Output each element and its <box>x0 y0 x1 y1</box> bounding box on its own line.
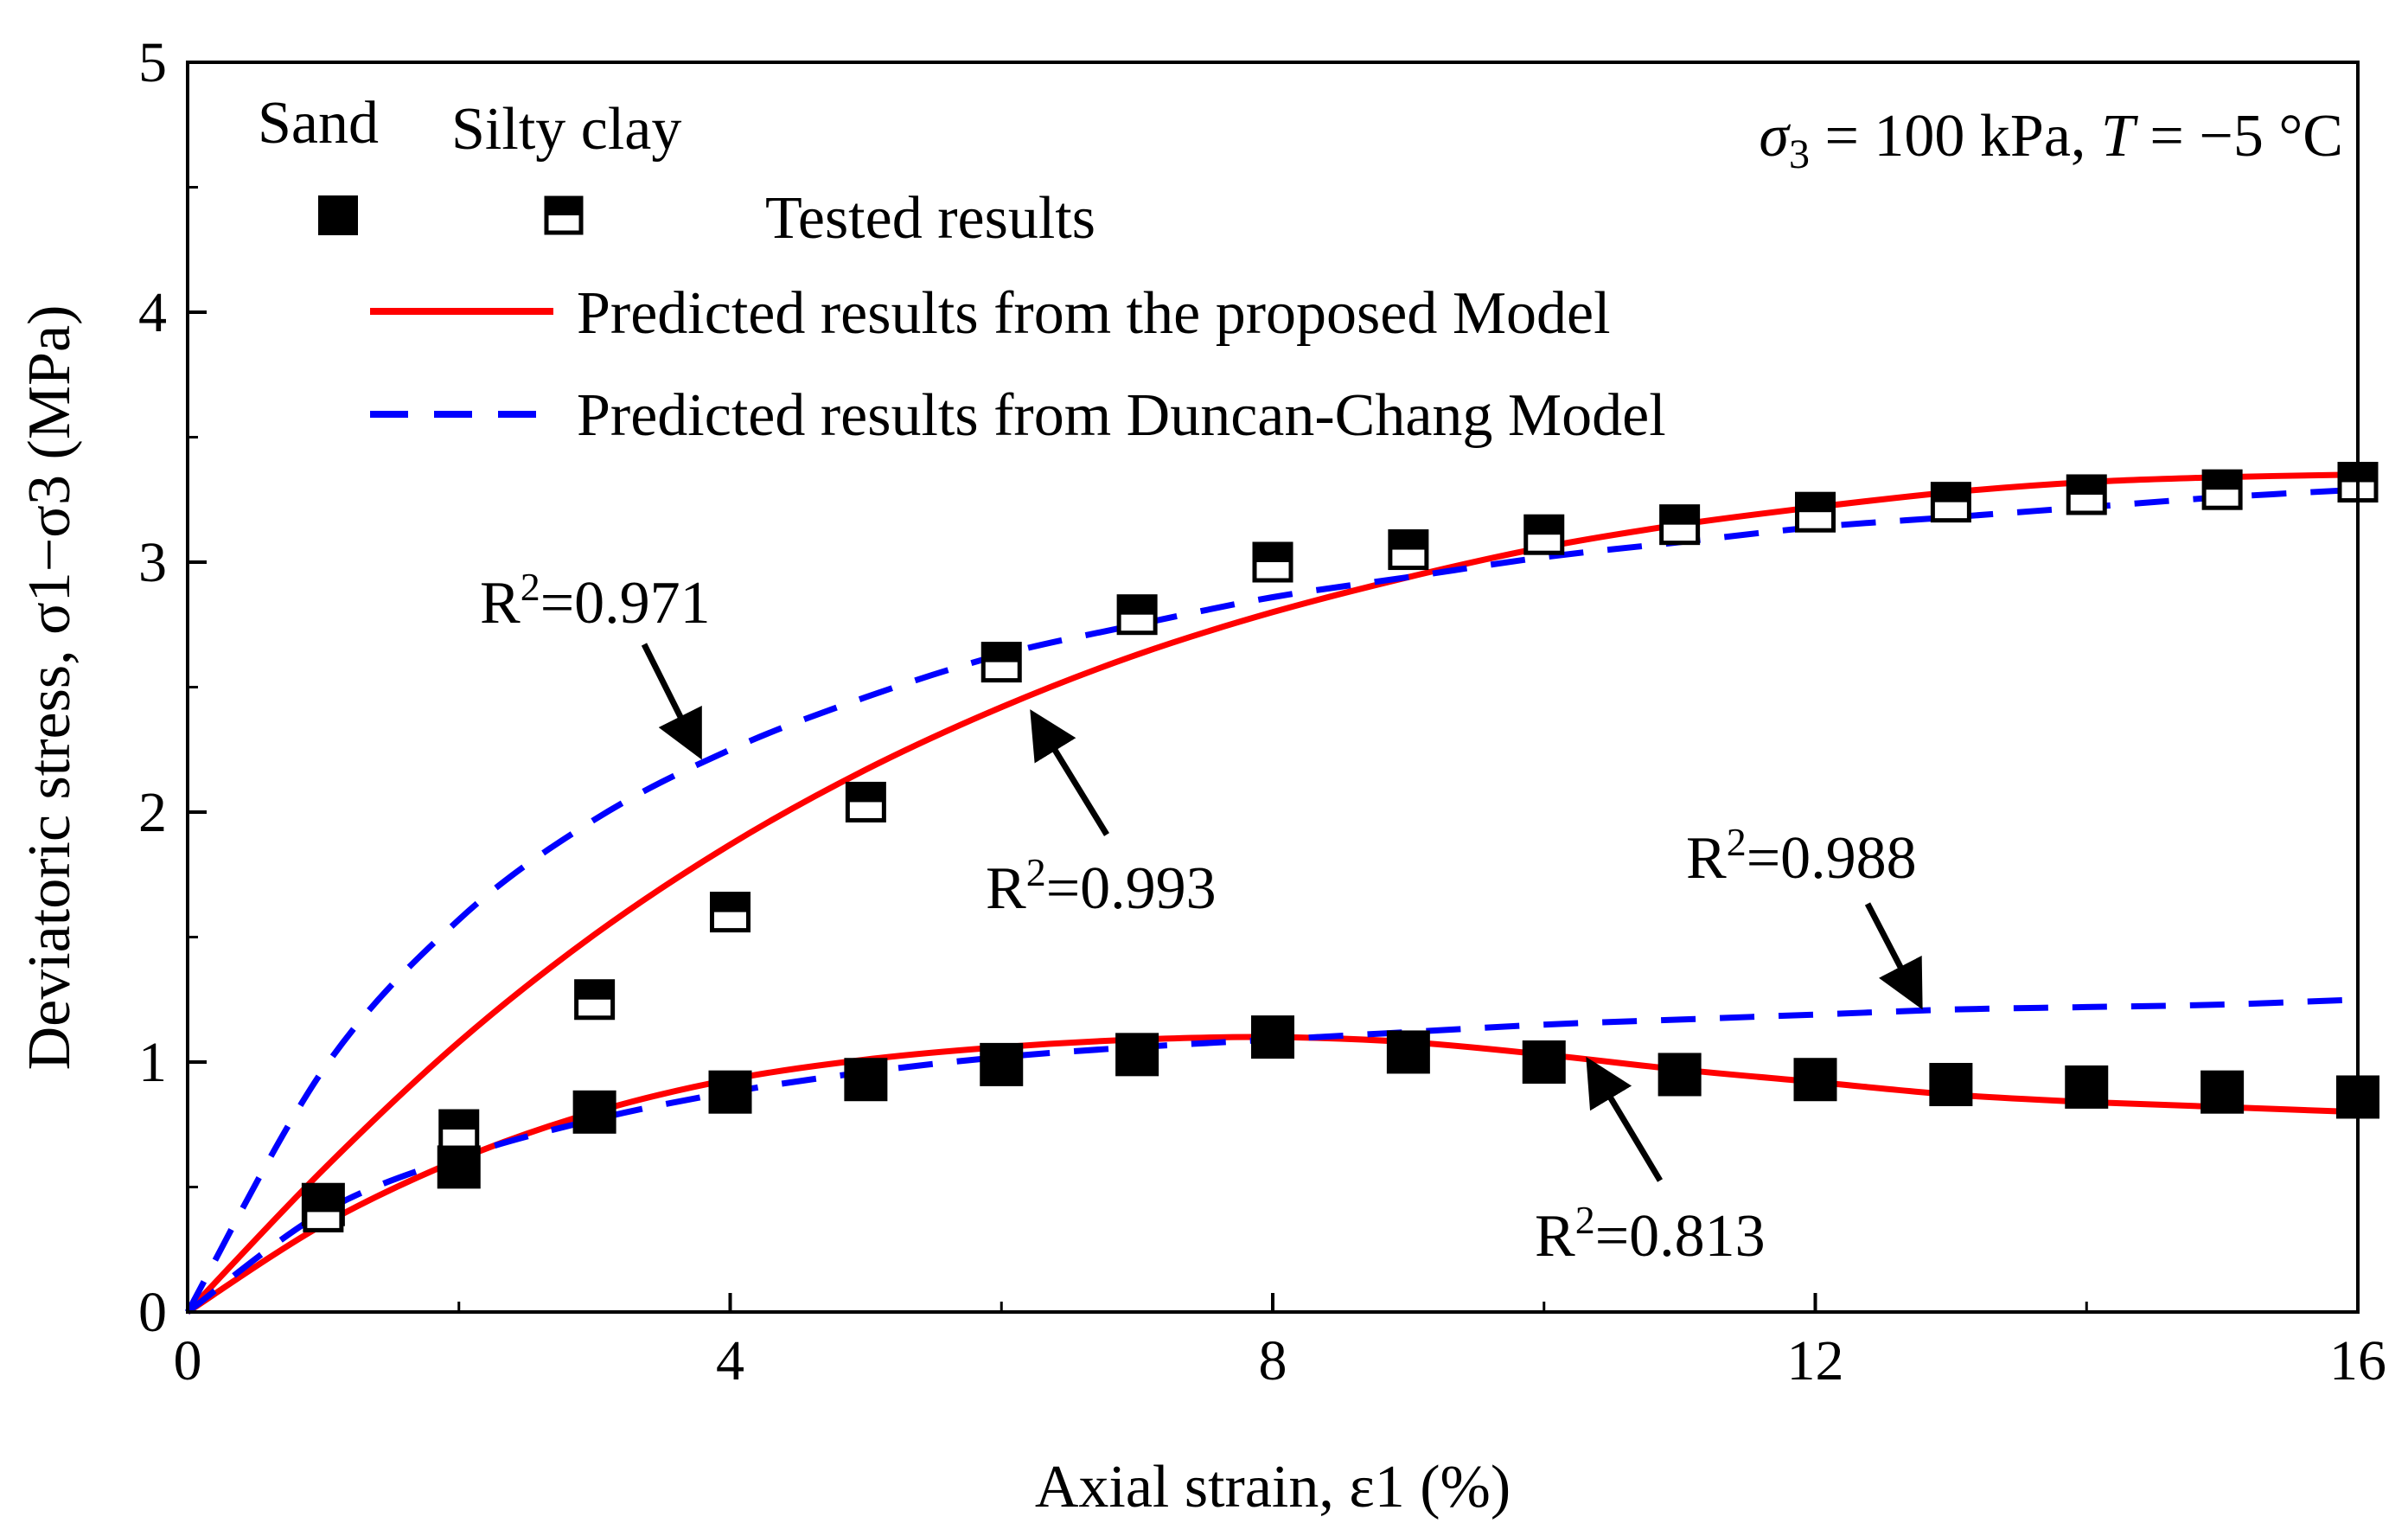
tested-point-silty-clay <box>845 781 886 822</box>
r2-arrow <box>641 643 702 760</box>
proposed-model-curve-sand <box>186 1034 2359 1315</box>
r2-label: R2=0.971 <box>480 565 711 637</box>
tested-point-silty-clay <box>1252 541 1293 583</box>
legend-header-silty-clay: Silty clay <box>451 96 681 163</box>
tested-point-silty-clay <box>1523 514 1565 555</box>
legend-label-tested: Tested results <box>765 185 1095 252</box>
tested-point-sand <box>1793 1058 1837 1102</box>
x-tick-label: 16 <box>2329 1329 2386 1392</box>
r2-arrow <box>1586 1056 1664 1182</box>
tested-point-sand <box>437 1145 481 1189</box>
y-tick-label: 4 <box>138 281 167 344</box>
tested-point-silty-clay <box>710 892 751 933</box>
tested-point-silty-clay <box>1659 504 1701 546</box>
y-axis-title: Deviatoric stress, σ1−σ3 (MPa) <box>16 305 83 1071</box>
legend: Sand Silty clay Tested results Predicted… <box>258 90 1666 449</box>
tested-point-sand <box>2065 1065 2109 1109</box>
condition-text: σ3 = 100 kPa, T = −5 °C <box>1759 103 2343 177</box>
tested-point-sand <box>1115 1033 1159 1077</box>
tested-point-sand <box>1386 1030 1430 1074</box>
r2-arrow <box>1030 709 1109 836</box>
legend-marker-sand <box>318 195 358 235</box>
proposed-model-curve-silty-clay <box>185 471 2359 1315</box>
legend-marker-silty-clay <box>544 195 584 235</box>
tested-point-sand <box>844 1058 888 1102</box>
tested-point-sand <box>1657 1053 1702 1097</box>
legend-label-duncan: Predicted results from Duncan-Chang Mode… <box>577 382 1666 449</box>
r2-arrow <box>1864 902 1923 1010</box>
tested-point-sand <box>708 1070 752 1114</box>
tested-point-silty-clay <box>2201 469 2243 510</box>
legend-header-sand: Sand <box>258 90 379 157</box>
y-tick-label: 1 <box>138 1031 167 1094</box>
r2-label: R2=0.993 <box>986 850 1217 922</box>
y-axis-title-text: Deviatoric stress, σ1−σ3 (MPa) <box>16 305 83 1071</box>
y-tick-label: 3 <box>138 531 167 594</box>
r2-label: R2=0.813 <box>1535 1198 1766 1270</box>
tested-point-sand <box>1522 1040 1566 1084</box>
duncan-chang-curve-silty-clay <box>184 486 2359 1314</box>
tested-point-sand <box>980 1042 1024 1086</box>
tested-point-silty-clay <box>1116 594 1158 636</box>
x-axis-ticks: 0 4 8 12 16 <box>174 1293 2386 1392</box>
tested-points <box>301 462 2379 1232</box>
y-tick-label: 0 <box>138 1281 167 1344</box>
x-tick-label: 0 <box>174 1329 202 1392</box>
plot-frame <box>186 61 2360 1314</box>
x-tick-label: 12 <box>1787 1329 1844 1392</box>
tested-point-sand <box>1251 1015 1294 1059</box>
tested-point-silty-clay <box>2066 474 2107 515</box>
r2-label: R2=0.988 <box>1686 820 1917 892</box>
y-tick-label: 5 <box>138 31 167 94</box>
legend-label-proposed: Predicted results from the proposed Mode… <box>577 280 1611 347</box>
x-tick-label: 8 <box>1259 1329 1287 1392</box>
x-axis-title: Axial strain, ε1 (%) <box>1035 1454 1511 1520</box>
tested-point-silty-clay <box>1388 529 1429 571</box>
tested-point-silty-clay <box>438 1109 480 1150</box>
tested-point-sand <box>1929 1063 1973 1107</box>
r2-annotations: R2=0.971 R2=0.993 R2=0.988 R2=0.813 <box>480 565 1923 1270</box>
x-tick-label: 4 <box>716 1329 744 1392</box>
tested-point-silty-clay <box>1795 491 1836 533</box>
y-axis-ticks: 0 1 2 3 4 5 <box>138 31 207 1344</box>
tested-point-silty-clay <box>303 1191 344 1232</box>
tested-point-silty-clay <box>980 642 1022 683</box>
tested-point-silty-clay <box>574 979 616 1021</box>
tested-point-sand <box>2200 1070 2245 1114</box>
y-tick-label: 2 <box>138 781 167 844</box>
tested-point-silty-clay <box>1930 482 1971 523</box>
x-axis-title-text: Axial strain, ε1 (%) <box>1035 1454 1511 1520</box>
tested-point-sand <box>572 1090 616 1134</box>
